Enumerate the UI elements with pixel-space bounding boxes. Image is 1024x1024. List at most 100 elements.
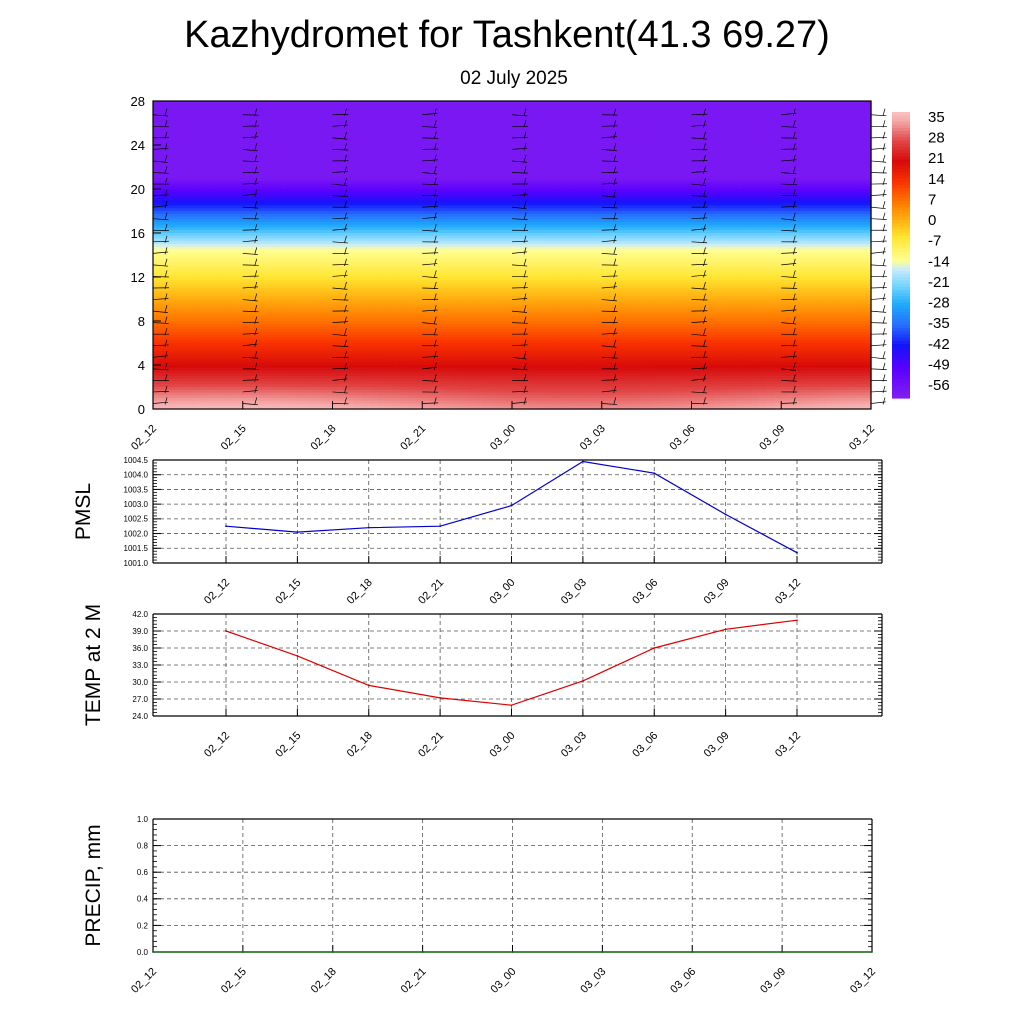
heatmap-cell [399, 120, 408, 124]
heatmap-cell [362, 109, 371, 113]
heatmap-cell [212, 183, 221, 187]
heatmap-cell [556, 189, 565, 193]
heatmap-cell [586, 112, 595, 116]
heatmap-cell [848, 161, 857, 165]
heatmap-cell [781, 131, 790, 135]
heatmap-cell [160, 211, 169, 215]
heatmap-cell [182, 117, 191, 121]
heatmap-cell [571, 172, 580, 176]
heatmap-cell [429, 205, 438, 209]
heatmap-cell [586, 205, 595, 209]
heatmap-cell [242, 147, 251, 152]
heatmap-cell [818, 186, 827, 190]
heatmap-cell [429, 142, 438, 146]
heatmap-cell [751, 147, 760, 152]
heatmap-cell [534, 222, 543, 226]
heatmap-cell [639, 106, 648, 110]
heatmap-cell [407, 134, 416, 138]
heatmap-cell [153, 136, 162, 141]
heatmap-cell [512, 120, 521, 124]
heatmap-cell [354, 112, 364, 116]
heatmap-cell [489, 158, 498, 163]
heatmap-cell [310, 142, 319, 146]
heatmap-cell [796, 142, 805, 146]
heatmap-cell [698, 233, 708, 237]
heatmap-cell [856, 189, 865, 193]
heatmap-cell [751, 158, 760, 163]
heatmap-cell [242, 172, 251, 176]
heatmap-cell [803, 197, 812, 201]
heatmap-cell [661, 101, 670, 105]
heatmap-cell [698, 175, 708, 179]
heatmap-cell [437, 178, 446, 182]
heatmap-cell [728, 112, 737, 116]
heatmap-cell [631, 153, 640, 157]
heatmap-cell [197, 197, 206, 201]
heatmap-cell [489, 142, 498, 146]
heatmap-cell [325, 123, 334, 127]
heatmap-cell [302, 180, 311, 185]
heatmap-cell [594, 150, 603, 154]
heatmap-cell [713, 114, 723, 119]
heatmap-cell [504, 208, 513, 212]
heatmap-cell [190, 233, 199, 237]
heatmap-cell [377, 128, 386, 132]
heatmap-cell [339, 238, 349, 242]
heatmap-cell [706, 227, 715, 231]
heatmap-cell [541, 101, 550, 105]
heatmap-cell [691, 233, 700, 237]
heatmap-cell [579, 222, 588, 226]
heatmap-cell [661, 183, 670, 187]
heatmap-cell [257, 202, 266, 207]
heatmap-cell [190, 103, 199, 108]
heatmap-cell [220, 120, 229, 124]
heatmap-cell [437, 233, 446, 237]
heatmap-cell [841, 158, 850, 163]
heatmap-cell [684, 114, 693, 119]
heatmap-cell [332, 227, 341, 231]
heatmap-cell [332, 224, 341, 229]
heatmap-cell [354, 147, 364, 152]
heatmap-cell [654, 189, 663, 193]
heatmap-cell [437, 197, 446, 201]
heatmap-cell [504, 211, 513, 215]
heatmap-cell [205, 128, 214, 132]
heatmap-cell [728, 106, 737, 110]
heatmap-cell [182, 114, 191, 119]
heatmap-cell [287, 178, 296, 182]
heatmap-cell [713, 222, 723, 226]
heatmap-cell [265, 125, 274, 130]
heatmap-cell [474, 183, 483, 187]
heatmap-cell [220, 114, 229, 119]
heatmap-cell [863, 114, 872, 119]
heatmap-cell [736, 134, 745, 138]
heatmap-cell [302, 213, 311, 218]
heatmap-cell [624, 233, 633, 237]
heatmap-cell [325, 158, 334, 163]
heatmap-cell [227, 123, 236, 127]
heatmap-cell [377, 238, 386, 242]
heatmap-cell [220, 200, 229, 204]
heatmap-cell [624, 103, 633, 108]
heatmap-cell [310, 145, 319, 149]
heatmap-cell [377, 153, 386, 157]
heatmap-cell [339, 109, 349, 113]
heatmap-cell [773, 224, 782, 229]
heatmap-cell [459, 125, 468, 130]
heatmap-cell [818, 112, 827, 116]
heatmap-cell [684, 112, 693, 116]
heatmap-cell [721, 219, 730, 223]
heatmap-cell [437, 123, 446, 127]
heatmap-cell [736, 136, 745, 141]
heatmap-cell [250, 189, 259, 193]
heatmap-cell [437, 186, 446, 190]
heatmap-cell [310, 131, 319, 135]
heatmap-cell [721, 161, 730, 165]
heatmap-cell [429, 167, 438, 171]
heatmap-cell [392, 219, 401, 223]
heatmap-cell [332, 128, 341, 132]
heatmap-cell [841, 103, 850, 108]
heatmap-cell [407, 175, 416, 179]
heatmap-cell [796, 120, 805, 124]
heatmap-cell [175, 205, 184, 209]
